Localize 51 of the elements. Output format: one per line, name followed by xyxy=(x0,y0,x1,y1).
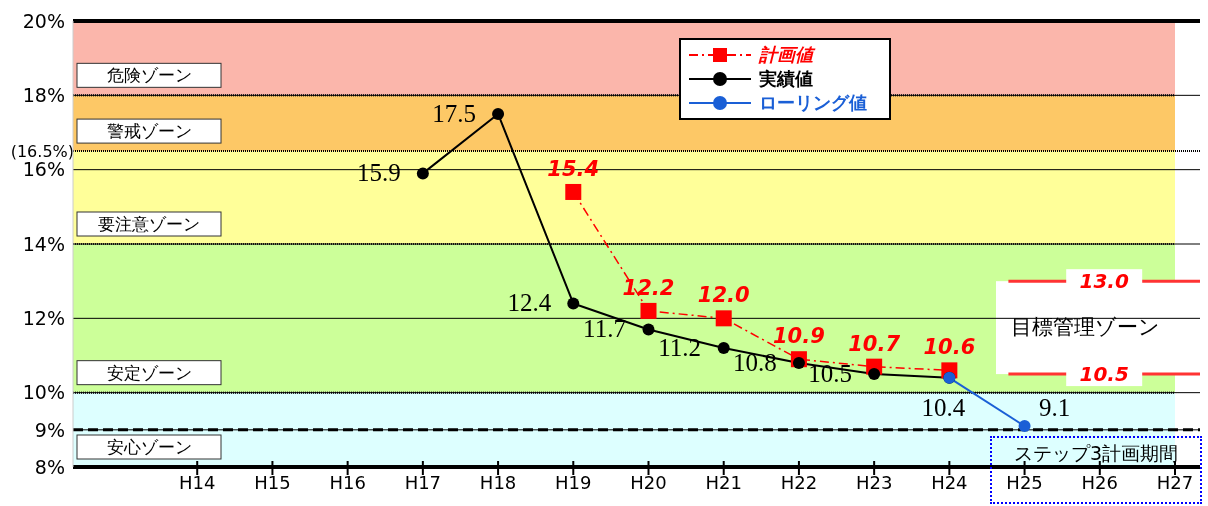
x-tick-label: H17 xyxy=(404,472,442,493)
data-label: 10.9 xyxy=(773,324,825,349)
x-tick-label: H16 xyxy=(329,472,366,493)
y-tick-label: 8% xyxy=(34,455,65,478)
data-label: 11.7 xyxy=(583,315,626,343)
x-tick-label: H24 xyxy=(931,472,968,493)
ref-line-label: 10.5 xyxy=(1079,361,1129,386)
data-label: 9.1 xyxy=(1038,393,1071,421)
label-box: 安心ゾーン xyxy=(76,434,222,460)
band-label: 要注意ゾーン xyxy=(98,214,200,234)
label-box: 警戒ゾーン xyxy=(76,118,222,144)
x-tick-label: H14 xyxy=(178,472,216,493)
y-tick-label: 18% xyxy=(22,84,65,107)
data-label: 10.5 xyxy=(808,359,853,387)
x-tick-label: H18 xyxy=(479,472,517,493)
x-tick-label: H20 xyxy=(630,472,667,493)
legend-label: 実績値 xyxy=(759,67,813,91)
x-tick-label: H26 xyxy=(1081,472,1119,493)
label-box: 危険ゾーン xyxy=(76,62,222,88)
data-label: 11.2 xyxy=(658,333,702,361)
data-label: 12.4 xyxy=(507,289,552,317)
x-tick-label: H15 xyxy=(254,472,291,493)
y-tick-label: 16% xyxy=(22,158,65,181)
x-tick-label: H25 xyxy=(1006,472,1043,493)
x-tick-label: H23 xyxy=(855,472,893,493)
y-tick-label: 10% xyxy=(22,381,65,404)
data-label: 10.4 xyxy=(921,393,966,421)
y-tick-label: 9% xyxy=(34,418,65,441)
ref-line-label: (16.5%) xyxy=(10,141,74,161)
label-box: 要注意ゾーン xyxy=(76,211,222,237)
x-tick-label: H21 xyxy=(705,472,742,493)
label-box: 安定ゾーン xyxy=(76,360,222,386)
legend-label: ローリング値 xyxy=(759,91,867,115)
data-label: 17.5 xyxy=(432,99,476,127)
ref-line-label: 13.0 xyxy=(1079,268,1129,293)
x-tick-label: H19 xyxy=(555,472,592,493)
y-tick-label: 14% xyxy=(22,232,65,255)
band-label: 安定ゾーン xyxy=(106,362,192,383)
data-label: 10.7 xyxy=(848,331,901,356)
data-label: 12.2 xyxy=(622,275,675,300)
band-label: 目標管理ゾーン xyxy=(1010,314,1160,339)
y-tick-label: 12% xyxy=(22,307,65,330)
data-label: 10.6 xyxy=(923,335,976,360)
band-label: 警戒ゾーン xyxy=(106,121,192,142)
data-label: 10.8 xyxy=(733,348,777,376)
band-label: 危険ゾーン xyxy=(106,65,192,86)
x-tick-label: H22 xyxy=(780,472,818,493)
x-tick-label: H27 xyxy=(1156,472,1194,493)
band-label: 安心ゾーン xyxy=(106,437,192,457)
y-tick-label: 20% xyxy=(22,9,65,32)
data-label: 12.0 xyxy=(697,283,750,308)
